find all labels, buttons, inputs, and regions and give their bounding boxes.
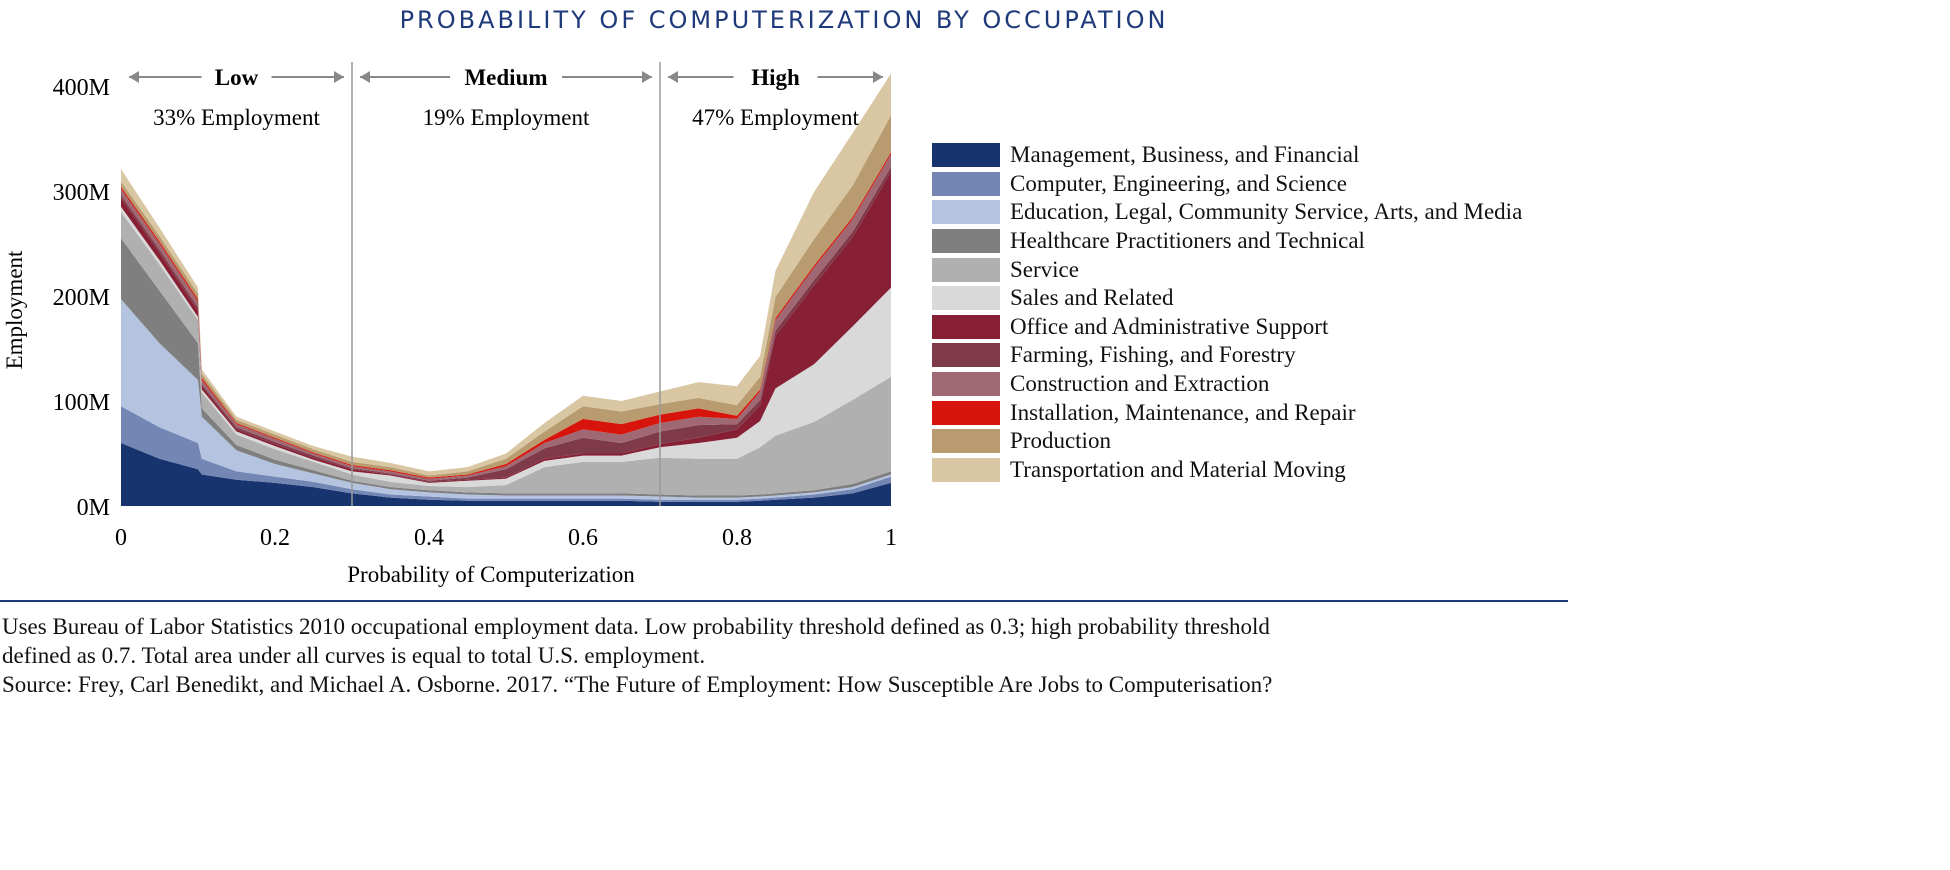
- legend-swatch: [932, 286, 1000, 311]
- legend-item: Construction and Extraction: [932, 370, 1522, 399]
- legend-label: Healthcare Practitioners and Technical: [1010, 228, 1365, 254]
- area-management-business-and-financial: [121, 443, 891, 506]
- arrow-head-left: [360, 71, 370, 83]
- arrow-head-right: [873, 71, 883, 83]
- arrow-head-right: [642, 71, 652, 83]
- region-name: Medium: [464, 65, 547, 90]
- x-tick-label: 0.2: [260, 525, 290, 551]
- region-share: 19% Employment: [423, 105, 590, 130]
- legend-swatch: [932, 429, 1000, 454]
- footnotes: Uses Bureau of Labor Statistics 2010 occ…: [2, 612, 1582, 699]
- x-tick-label: 0.4: [414, 525, 444, 551]
- chart-title: PROBABILITY OF COMPUTERIZATION BY OCCUPA…: [399, 6, 1169, 34]
- legend-label: Education, Legal, Community Service, Art…: [1010, 199, 1523, 225]
- legend-item: Healthcare Practitioners and Technical: [932, 227, 1522, 256]
- legend-item: Farming, Fishing, and Forestry: [932, 341, 1522, 370]
- legend-label: Sales and Related: [1010, 285, 1174, 311]
- y-axis-label: Employment: [2, 250, 27, 369]
- legend-item: Computer, Engineering, and Science: [932, 170, 1522, 199]
- legend-label: Management, Business, and Financial: [1010, 142, 1360, 168]
- legend-label: Office and Administrative Support: [1010, 313, 1329, 339]
- y-axis-ticks: 0M 100M 200M 300M 400M: [53, 75, 110, 521]
- legend-swatch: [932, 400, 1000, 425]
- y-tick-label: 200M: [53, 285, 110, 311]
- legend-swatch: [932, 200, 1000, 225]
- arrow-head-right: [334, 71, 344, 83]
- footnote-line: Uses Bureau of Labor Statistics 2010 occ…: [2, 614, 1270, 639]
- x-tick-label: 0: [115, 525, 127, 551]
- region-name: Low: [215, 65, 259, 90]
- y-tick-label: 0M: [77, 495, 110, 521]
- divider: [0, 600, 1568, 602]
- legend: Management, Business, and Financial Compu…: [932, 141, 1522, 484]
- footnote-line: defined as 0.7. Total area under all cur…: [2, 643, 706, 668]
- x-axis-label: Probability of Computerization: [347, 562, 635, 587]
- legend-label: Computer, Engineering, and Science: [1010, 170, 1347, 196]
- legend-label: Production: [1010, 428, 1111, 454]
- legend-label: Transportation and Material Moving: [1010, 456, 1346, 482]
- region-share: 33% Employment: [153, 105, 320, 130]
- legend-swatch: [932, 343, 1000, 368]
- arrow-head-left: [129, 71, 139, 83]
- legend-item: Education, Legal, Community Service, Art…: [932, 198, 1522, 227]
- legend-swatch: [932, 257, 1000, 282]
- x-axis-ticks: 0 0.2 0.4 0.6 0.8 1: [115, 525, 897, 551]
- footnote-line: Source: Frey, Carl Benedikt, and Michael…: [2, 672, 1273, 697]
- legend-swatch: [932, 314, 1000, 339]
- legend-label: Service: [1010, 256, 1079, 282]
- legend-swatch: [932, 372, 1000, 397]
- legend-item: Service: [932, 255, 1522, 284]
- arrow-head-left: [668, 71, 678, 83]
- legend-item: Sales and Related: [932, 284, 1522, 313]
- legend-swatch: [932, 171, 1000, 196]
- legend-swatch: [932, 229, 1000, 254]
- region-labels: Low 33% Employment Medium 19% Employment Hig…: [129, 65, 883, 130]
- x-tick-label: 0.6: [568, 525, 598, 551]
- legend-item: Management, Business, and Financial: [932, 141, 1522, 170]
- area-service: [121, 212, 891, 496]
- y-tick-label: 300M: [53, 180, 110, 206]
- legend-item: Installation, Maintenance, and Repair: [932, 398, 1522, 427]
- y-tick-label: 100M: [53, 390, 110, 416]
- legend-label: Installation, Maintenance, and Repair: [1010, 399, 1356, 425]
- x-tick-label: 1: [885, 525, 897, 551]
- legend-item: Office and Administrative Support: [932, 313, 1522, 342]
- legend-swatch: [932, 457, 1000, 482]
- y-tick-label: 400M: [53, 75, 110, 101]
- threshold-lines: [351, 62, 661, 506]
- legend-label: Construction and Extraction: [1010, 371, 1270, 397]
- area-layers: [121, 73, 891, 506]
- legend-label: Farming, Fishing, and Forestry: [1010, 342, 1296, 368]
- region-share: 47% Employment: [692, 105, 859, 130]
- x-tick-label: 0.8: [722, 525, 752, 551]
- legend-item: Transportation and Material Moving: [932, 456, 1522, 485]
- legend-swatch: [932, 143, 1000, 168]
- stacked-area-chart: 0M 100M 200M 300M 400M 0 0.2 0.4 0.6 0.8 1 Low 33%…: [2, 62, 897, 587]
- legend-item: Production: [932, 427, 1522, 456]
- region-name: High: [751, 65, 800, 90]
